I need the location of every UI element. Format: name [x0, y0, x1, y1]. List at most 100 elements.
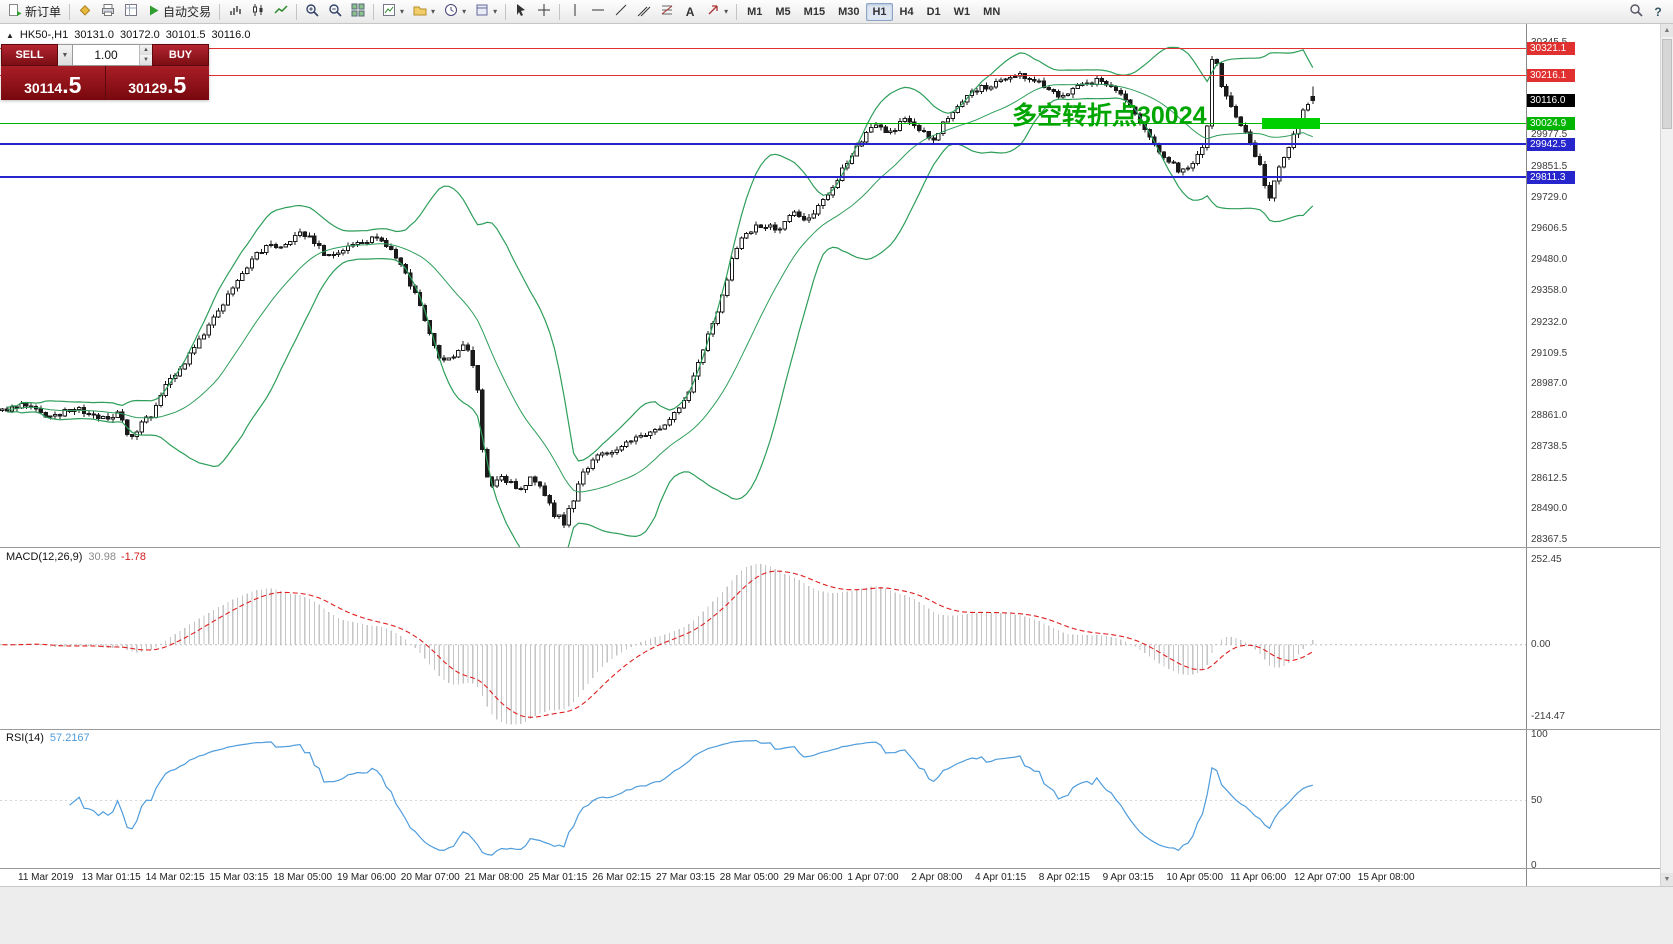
volume-dropdown-button[interactable]: ▼	[58, 44, 73, 66]
panel-separator	[0, 868, 1660, 869]
templates-icon	[475, 3, 489, 20]
zoom-in-button[interactable]	[301, 2, 323, 22]
pivot-line[interactable]	[0, 122, 1526, 124]
panel-separator[interactable]	[0, 547, 1660, 548]
sell-button[interactable]: SELL	[1, 44, 58, 66]
price-tick-label: 29358.0	[1531, 285, 1568, 296]
rsi-indicator-panel[interactable]	[0, 729, 1526, 868]
macd-indicator-panel[interactable]	[0, 547, 1526, 729]
vertical-line-icon	[568, 3, 582, 20]
time-axis[interactable]: 11 Mar 2019 13 Mar 01:15 14 Mar 02:15 15 Ma…	[0, 868, 1526, 886]
chevron-down-icon: ▼	[61, 51, 69, 59]
profiles-button[interactable]	[409, 2, 439, 22]
print-icon	[101, 3, 115, 20]
bar-chart-icon	[228, 3, 242, 20]
chart-plot-area[interactable]: ▲ HK50-,H1 30131.0 30172.0 30101.5 30116…	[0, 24, 1526, 886]
channel-button[interactable]	[633, 2, 655, 22]
time-label: 26 Mar 02:15	[592, 872, 652, 883]
tile-windows-icon	[351, 3, 365, 20]
price-level-tag: 30216.1	[1527, 68, 1575, 82]
current-price-tag: 30116.0	[1527, 93, 1575, 107]
chart-annotation-marker[interactable]	[1262, 117, 1320, 129]
ohlc-high: 30172.0	[119, 29, 160, 41]
resistance-line-1[interactable]	[0, 48, 1526, 50]
time-label: 14 Mar 02:15	[145, 872, 205, 883]
timeframe-m30[interactable]: M30	[832, 3, 865, 21]
print-button[interactable]	[97, 2, 119, 22]
symbol-marker-icon: ▲	[6, 30, 14, 40]
time-label: 1 Apr 07:00	[847, 872, 899, 883]
timeframe-d1[interactable]: D1	[921, 3, 947, 21]
horizontal-line-button[interactable]	[587, 2, 609, 22]
price-level-tag: 29942.5	[1527, 137, 1575, 151]
support-line-2[interactable]	[0, 176, 1526, 179]
toolbar-separator	[373, 3, 375, 20]
period-button[interactable]	[440, 2, 470, 22]
horizontal-line-icon	[591, 3, 605, 20]
status-bar	[0, 886, 1673, 944]
buy-price[interactable]: 30129 .5	[105, 66, 209, 100]
text-icon: A	[685, 4, 695, 19]
trendline-button[interactable]	[610, 2, 632, 22]
time-label: 10 Apr 05:00	[1166, 872, 1224, 883]
timeframe-mn[interactable]: MN	[977, 3, 1006, 21]
timeframe-w1[interactable]: W1	[948, 3, 977, 21]
help-button[interactable]: ?	[1647, 2, 1669, 22]
vertical-scrollbar[interactable]: ▲ ▼	[1660, 24, 1673, 886]
crosshair-button[interactable]	[533, 2, 555, 22]
macd-axis-label: 0.00	[1531, 638, 1551, 650]
scrollbar-thumb[interactable]	[1662, 39, 1672, 129]
trendline-icon	[614, 3, 628, 20]
timeframe-m5[interactable]: M5	[769, 3, 796, 21]
ohlc-close: 30116.0	[211, 29, 251, 41]
macd-axis-label: 252.45	[1531, 553, 1562, 565]
timeframe-h4[interactable]: H4	[894, 3, 920, 21]
bar-chart-button[interactable]	[224, 2, 246, 22]
timeframe-m1[interactable]: M1	[741, 3, 768, 21]
chart-annotation-text[interactable]: 多空转折点30024	[1012, 102, 1207, 130]
cursor-icon	[514, 3, 528, 20]
search-button[interactable]	[1625, 2, 1647, 22]
new-chart-button[interactable]	[378, 2, 408, 22]
rsi-axis-label: 50	[1531, 794, 1543, 806]
volume-input[interactable]	[73, 45, 139, 65]
scrollbar-down-icon[interactable]: ▼	[1661, 873, 1673, 886]
autotrading-button[interactable]: 自动交易	[143, 2, 215, 22]
time-label: 27 Mar 03:15	[656, 872, 715, 883]
resistance-line-2[interactable]	[0, 74, 1526, 76]
price-axis[interactable]: 30345.5 29977.5 29851.5 29729.0 29606.5 29480…	[1526, 24, 1660, 886]
arrows-button[interactable]	[702, 2, 732, 22]
help-icon: ?	[1654, 4, 1662, 19]
time-label: 28 Mar 05:00	[719, 872, 779, 883]
fibonacci-button[interactable]	[656, 2, 678, 22]
price-tick-label: 29109.5	[1531, 347, 1568, 359]
volume-stepper[interactable]: ▲ ▼	[139, 45, 152, 65]
new-order-button[interactable]: 新订单	[4, 2, 65, 22]
text-tool-button[interactable]: A	[679, 2, 701, 22]
candlestick-chart-button[interactable]	[247, 2, 269, 22]
price-level-tag: 30024.9	[1527, 116, 1575, 130]
sell-price[interactable]: 30114 .5	[1, 66, 105, 100]
cursor-button[interactable]	[510, 2, 532, 22]
autotrading-icon	[147, 4, 160, 20]
toolbar-separator	[736, 3, 738, 20]
chevron-down-icon: ▼	[140, 55, 152, 65]
time-label: 18 Mar 05:00	[273, 872, 333, 883]
templates-button[interactable]	[471, 2, 501, 22]
symbol-info: ▲ HK50-,H1 30131.0 30172.0 30101.5 30116…	[6, 29, 250, 41]
vertical-line-button[interactable]	[564, 2, 586, 22]
timeframe-h1[interactable]: H1	[866, 2, 893, 21]
data-window-button[interactable]	[120, 2, 142, 22]
market-watch-button[interactable]	[74, 2, 96, 22]
timeframe-m15[interactable]: M15	[798, 3, 831, 21]
buy-button[interactable]: BUY	[152, 44, 209, 66]
channel-icon	[637, 3, 651, 20]
panel-separator[interactable]	[0, 729, 1660, 730]
candlestick-chart[interactable]	[0, 24, 1526, 547]
line-chart-button[interactable]	[270, 2, 292, 22]
ohlc-open: 30131.0	[74, 29, 114, 41]
scrollbar-up-icon[interactable]: ▲	[1661, 24, 1673, 37]
zoom-out-button[interactable]	[324, 2, 346, 22]
support-line-1[interactable]	[0, 143, 1526, 146]
tile-windows-button[interactable]	[347, 2, 369, 22]
